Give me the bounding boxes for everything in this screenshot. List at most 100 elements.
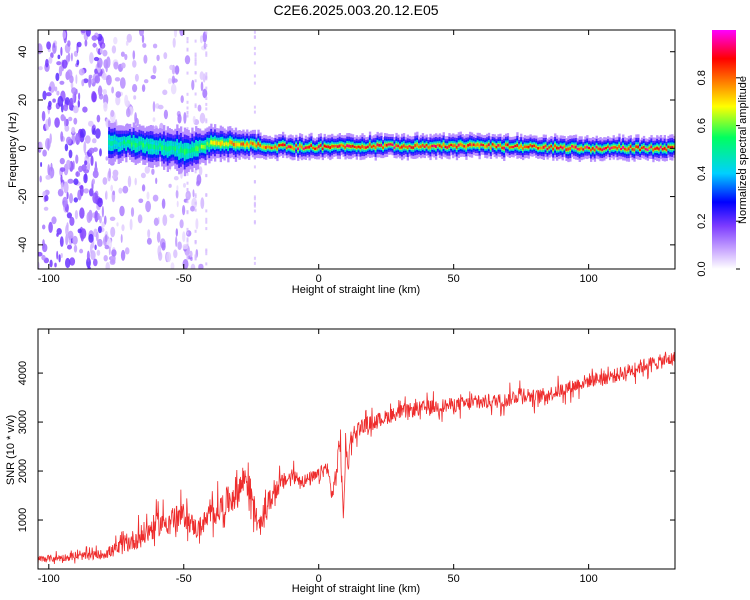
band-cell — [450, 143, 453, 147]
noise-speck — [130, 207, 135, 217]
band-cell — [641, 146, 644, 149]
noise-speck — [101, 43, 105, 49]
noise-streak — [253, 46, 256, 50]
noise-speck — [79, 184, 84, 197]
noise-speck — [163, 52, 168, 60]
noise-streak — [194, 71, 197, 75]
band-cell — [174, 146, 177, 152]
noise-speck — [83, 188, 89, 194]
noise-speck — [105, 156, 109, 161]
noise-streak — [194, 170, 197, 174]
noise-speck — [66, 69, 73, 79]
band-cell — [567, 147, 570, 151]
band-cell — [134, 143, 137, 148]
band-cell — [164, 146, 168, 151]
band-cell — [429, 145, 432, 149]
noise-streak — [205, 252, 208, 256]
band-cell — [308, 145, 311, 149]
band-cell — [300, 145, 304, 149]
noise-speck — [55, 72, 60, 82]
noise-speck — [75, 154, 79, 164]
noise-speck — [68, 149, 73, 159]
y-tick-label: 40 — [17, 46, 29, 58]
noise-speck — [103, 101, 108, 112]
band-cell — [499, 144, 502, 147]
noise-speck — [93, 56, 100, 62]
band-cell — [584, 146, 587, 149]
band-cell — [195, 145, 198, 151]
noise-streak — [205, 86, 208, 90]
noise-speck — [92, 192, 99, 204]
band-cell — [542, 145, 545, 149]
colorbar-tick-label: 0.0 — [696, 261, 708, 276]
y-tick-label: 20 — [17, 94, 29, 106]
band-cell — [378, 144, 381, 147]
noise-speck — [157, 104, 164, 110]
band-cell — [576, 147, 580, 151]
spectrogram-panel: -100 -50 0 50 100 -40 -20 0 20 40 Height of strai… — [7, 29, 676, 296]
band-cell — [251, 142, 255, 146]
noise-speck — [66, 204, 69, 213]
noise-speck — [191, 79, 195, 91]
band-cell — [149, 144, 152, 149]
noise-speck — [168, 183, 172, 188]
band-cell — [455, 145, 459, 149]
band-cell — [461, 144, 464, 147]
band-cell — [346, 144, 349, 148]
noise-speck — [162, 89, 168, 96]
noise-speck — [199, 112, 206, 124]
noise-speck — [120, 62, 126, 69]
noise-speck — [111, 86, 114, 94]
noise-speck — [66, 191, 69, 200]
noise-speck — [97, 213, 100, 220]
noise-speck — [66, 136, 72, 145]
noise-speck — [54, 117, 60, 128]
noise-speck — [114, 77, 121, 82]
noise-speck — [108, 168, 111, 179]
band-cell — [113, 139, 117, 145]
band-cell — [622, 146, 625, 149]
noise-speck — [196, 174, 202, 186]
noise-speck — [102, 89, 108, 95]
band-cell — [193, 147, 196, 152]
noise-speck — [134, 73, 139, 82]
band-cell — [416, 143, 419, 147]
band-cell — [624, 147, 627, 151]
band-cell — [147, 144, 151, 149]
band-cell — [452, 144, 455, 148]
spectrogram-heatmap — [38, 30, 675, 269]
band-cell — [302, 147, 306, 150]
noise-streak — [205, 120, 208, 124]
band-cell — [367, 145, 370, 148]
noise-speck — [91, 92, 97, 103]
noise-speck — [87, 266, 91, 269]
noise-speck — [97, 238, 103, 247]
noise-speck — [83, 169, 90, 174]
noise-speck — [106, 56, 111, 68]
colorbar-gradient — [712, 30, 736, 269]
noise-speck — [109, 216, 116, 221]
noise-speck — [78, 68, 85, 76]
band-cell — [376, 143, 379, 147]
noise-streak — [253, 110, 256, 114]
band-cell — [253, 142, 256, 147]
noise-speck — [120, 51, 125, 57]
noise-speck — [104, 215, 107, 225]
spectrogram-ylabel: Frequency (Hz) — [7, 112, 19, 188]
x-tick-label: -100 — [38, 573, 60, 585]
noise-speck — [88, 233, 94, 243]
noise-speck — [139, 30, 144, 37]
x-tick-label: 50 — [448, 573, 460, 585]
noise-streak — [253, 180, 256, 184]
band-cell — [223, 142, 226, 147]
noise-speck — [80, 234, 84, 242]
band-cell — [246, 142, 249, 146]
noise-speck — [183, 183, 186, 188]
noise-speck — [77, 99, 81, 108]
noise-speck — [60, 182, 64, 191]
noise-speck — [65, 257, 71, 269]
noise-speck — [161, 198, 166, 209]
noise-speck — [109, 259, 116, 265]
band-cell — [578, 147, 581, 151]
band-cell — [172, 146, 175, 150]
